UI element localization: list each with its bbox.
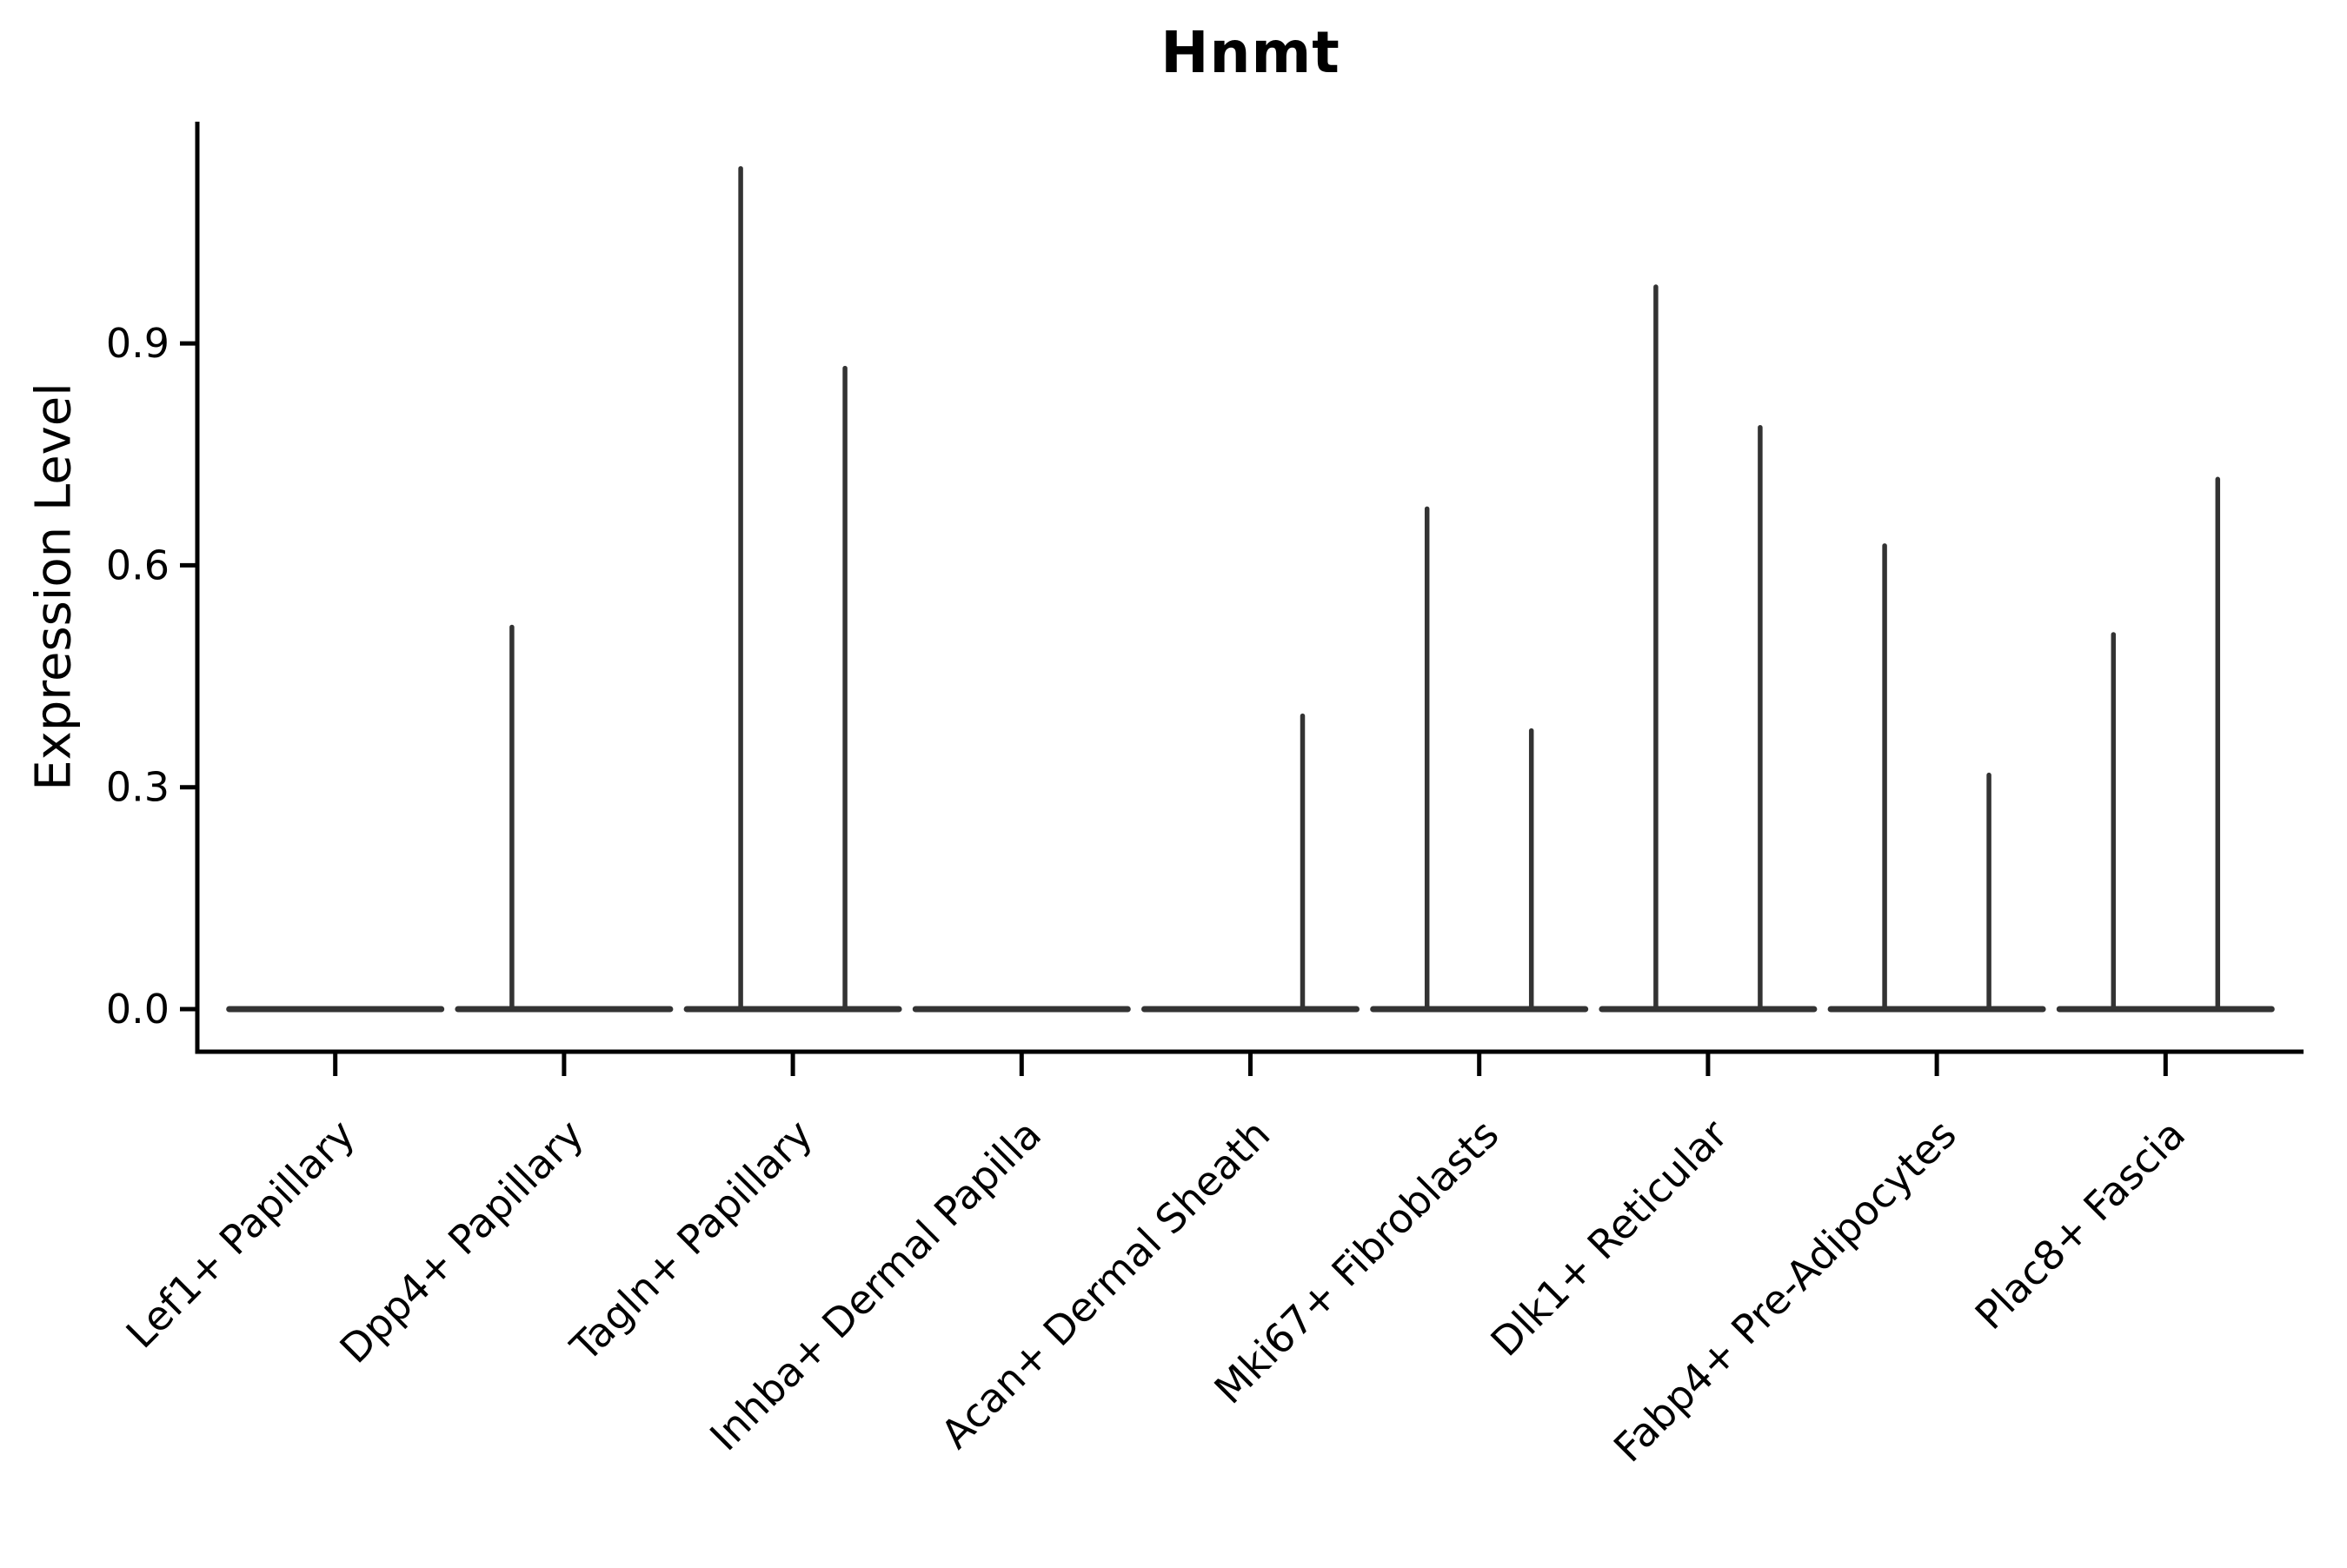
- y-tick-label: 0.9: [106, 320, 170, 367]
- x-tick-label: Plac8+ Fascia: [1966, 1111, 2194, 1339]
- y-tick-label: 0.6: [106, 541, 170, 588]
- x-tick-label: Tagln+ Papillary: [561, 1111, 821, 1372]
- y-tick-label: 0.0: [106, 986, 170, 1033]
- x-tick-label: Dpp4+ Papillary: [330, 1111, 592, 1372]
- x-tick-label: Dlk1+ Reticular: [1481, 1111, 1736, 1365]
- x-tick-label: Lef1+ Papillary: [117, 1111, 364, 1358]
- chart-title: Hnmt: [1160, 19, 1340, 86]
- y-axis-label: Expression Level: [25, 382, 83, 791]
- y-tick-label: 0.3: [106, 764, 170, 811]
